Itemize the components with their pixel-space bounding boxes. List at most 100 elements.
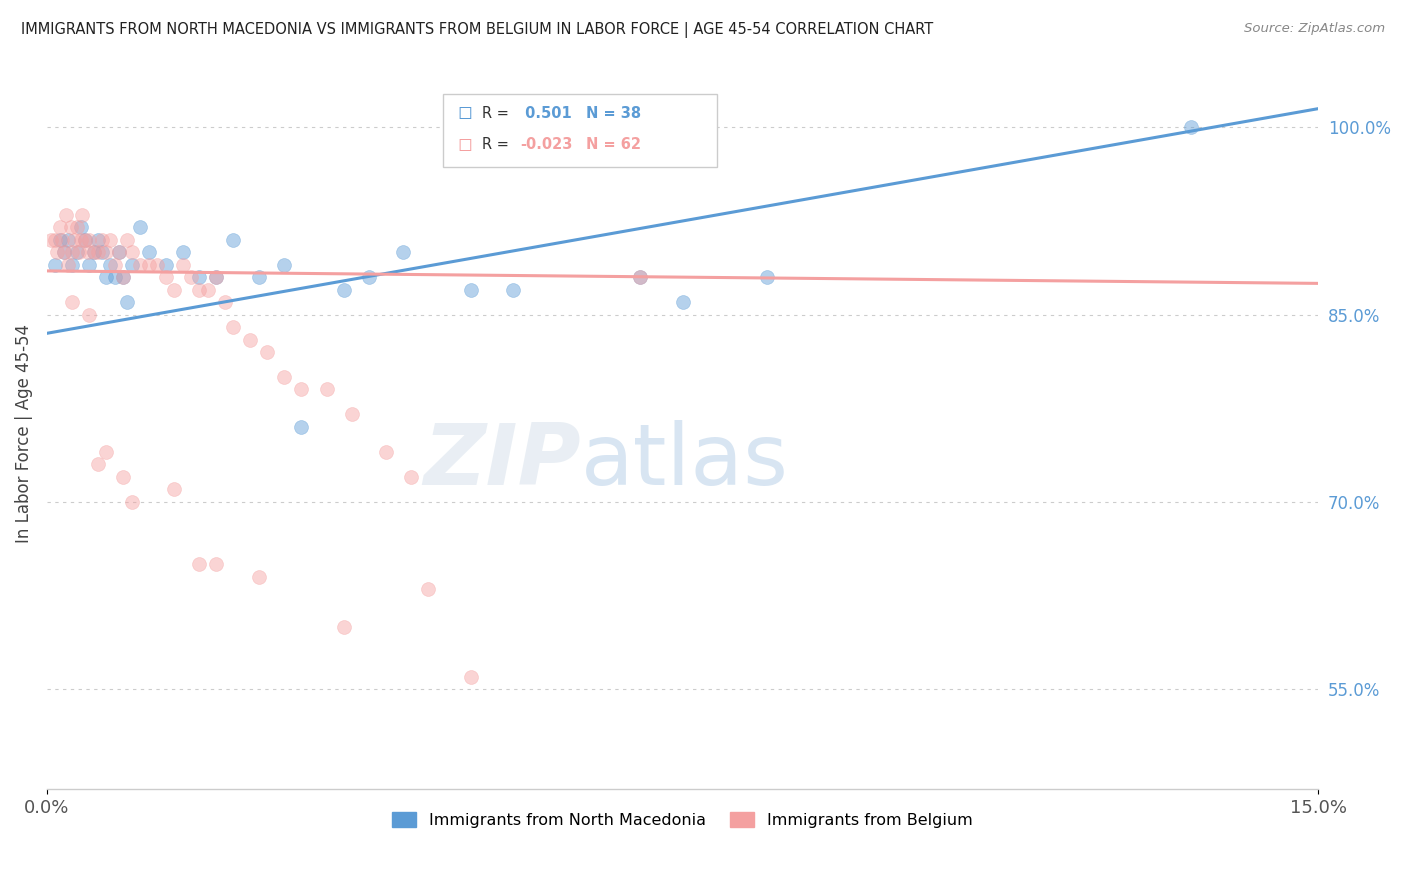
Point xyxy=(56,258,79,272)
Text: N = 62: N = 62 xyxy=(586,137,641,152)
Point xyxy=(315,383,337,397)
Point xyxy=(44,258,66,272)
Point xyxy=(72,208,94,222)
Point xyxy=(121,245,143,260)
Point xyxy=(163,483,186,497)
Legend: Immigrants from North Macedonia, Immigrants from Belgium: Immigrants from North Macedonia, Immigra… xyxy=(387,805,979,834)
Point xyxy=(52,245,75,260)
Point xyxy=(104,270,127,285)
Point xyxy=(239,333,262,347)
Point xyxy=(460,669,482,683)
Point xyxy=(100,258,122,272)
Point xyxy=(77,258,100,272)
Point xyxy=(418,582,440,597)
Point xyxy=(60,295,83,310)
Point xyxy=(48,233,70,247)
Point xyxy=(256,345,278,359)
Point xyxy=(222,320,245,334)
Point xyxy=(87,458,110,472)
Point xyxy=(60,245,83,260)
Point xyxy=(67,245,90,260)
Point xyxy=(87,245,110,260)
Point xyxy=(96,245,118,260)
Point xyxy=(108,245,131,260)
Point xyxy=(39,233,62,247)
Point xyxy=(83,245,105,260)
Point xyxy=(121,495,143,509)
Point xyxy=(112,270,135,285)
Point xyxy=(91,233,114,247)
Point xyxy=(73,233,96,247)
Point xyxy=(52,245,75,260)
Point xyxy=(188,270,211,285)
Point xyxy=(96,445,118,459)
Text: R =: R = xyxy=(482,137,513,152)
Point xyxy=(205,270,228,285)
Point xyxy=(392,245,415,260)
Point xyxy=(205,270,228,285)
Point xyxy=(374,445,396,459)
Point xyxy=(222,233,245,247)
Point xyxy=(502,283,524,297)
Text: N = 38: N = 38 xyxy=(586,106,641,120)
Point xyxy=(290,420,312,434)
Point xyxy=(172,245,194,260)
Text: atlas: atlas xyxy=(581,420,789,503)
Point xyxy=(290,383,312,397)
Y-axis label: In Labor Force | Age 45-54: In Labor Force | Age 45-54 xyxy=(15,324,32,542)
Point xyxy=(357,270,380,285)
Point xyxy=(104,258,127,272)
Point xyxy=(188,558,211,572)
Point xyxy=(180,270,202,285)
Point xyxy=(100,233,122,247)
Point xyxy=(56,233,79,247)
Point xyxy=(146,258,169,272)
Point xyxy=(77,308,100,322)
Point xyxy=(129,220,152,235)
Text: Source: ZipAtlas.com: Source: ZipAtlas.com xyxy=(1244,22,1385,36)
Point xyxy=(65,220,87,235)
Point xyxy=(247,570,270,584)
Point xyxy=(48,220,70,235)
Point xyxy=(83,245,105,260)
Point xyxy=(138,258,160,272)
Point xyxy=(273,258,295,272)
Point xyxy=(59,220,82,235)
Point xyxy=(69,233,91,247)
Text: 0.501: 0.501 xyxy=(520,106,572,120)
Point xyxy=(460,283,482,297)
Point xyxy=(112,270,135,285)
Point xyxy=(332,283,354,297)
Text: ZIP: ZIP xyxy=(423,420,581,503)
Point xyxy=(65,245,87,260)
Point xyxy=(46,245,69,260)
Point xyxy=(96,270,118,285)
Point xyxy=(91,245,114,260)
Point xyxy=(214,295,236,310)
Point xyxy=(197,283,219,297)
Point xyxy=(155,270,177,285)
Point xyxy=(628,270,651,285)
Point xyxy=(172,258,194,272)
Text: ◻: ◻ xyxy=(457,136,472,153)
Point xyxy=(671,295,693,310)
Text: -0.023: -0.023 xyxy=(520,137,572,152)
Point xyxy=(138,245,160,260)
Point xyxy=(73,233,96,247)
Point xyxy=(163,283,186,297)
Point xyxy=(155,258,177,272)
Point xyxy=(628,270,651,285)
Point xyxy=(108,245,131,260)
Point xyxy=(247,270,270,285)
Point xyxy=(69,220,91,235)
Point xyxy=(188,283,211,297)
Point xyxy=(756,270,779,285)
Point xyxy=(273,370,295,384)
Text: IMMIGRANTS FROM NORTH MACEDONIA VS IMMIGRANTS FROM BELGIUM IN LABOR FORCE | AGE : IMMIGRANTS FROM NORTH MACEDONIA VS IMMIG… xyxy=(21,22,934,38)
Point xyxy=(121,258,143,272)
Point xyxy=(44,233,66,247)
Point xyxy=(87,233,110,247)
Point xyxy=(129,258,152,272)
Point xyxy=(55,208,77,222)
Point xyxy=(205,558,228,572)
